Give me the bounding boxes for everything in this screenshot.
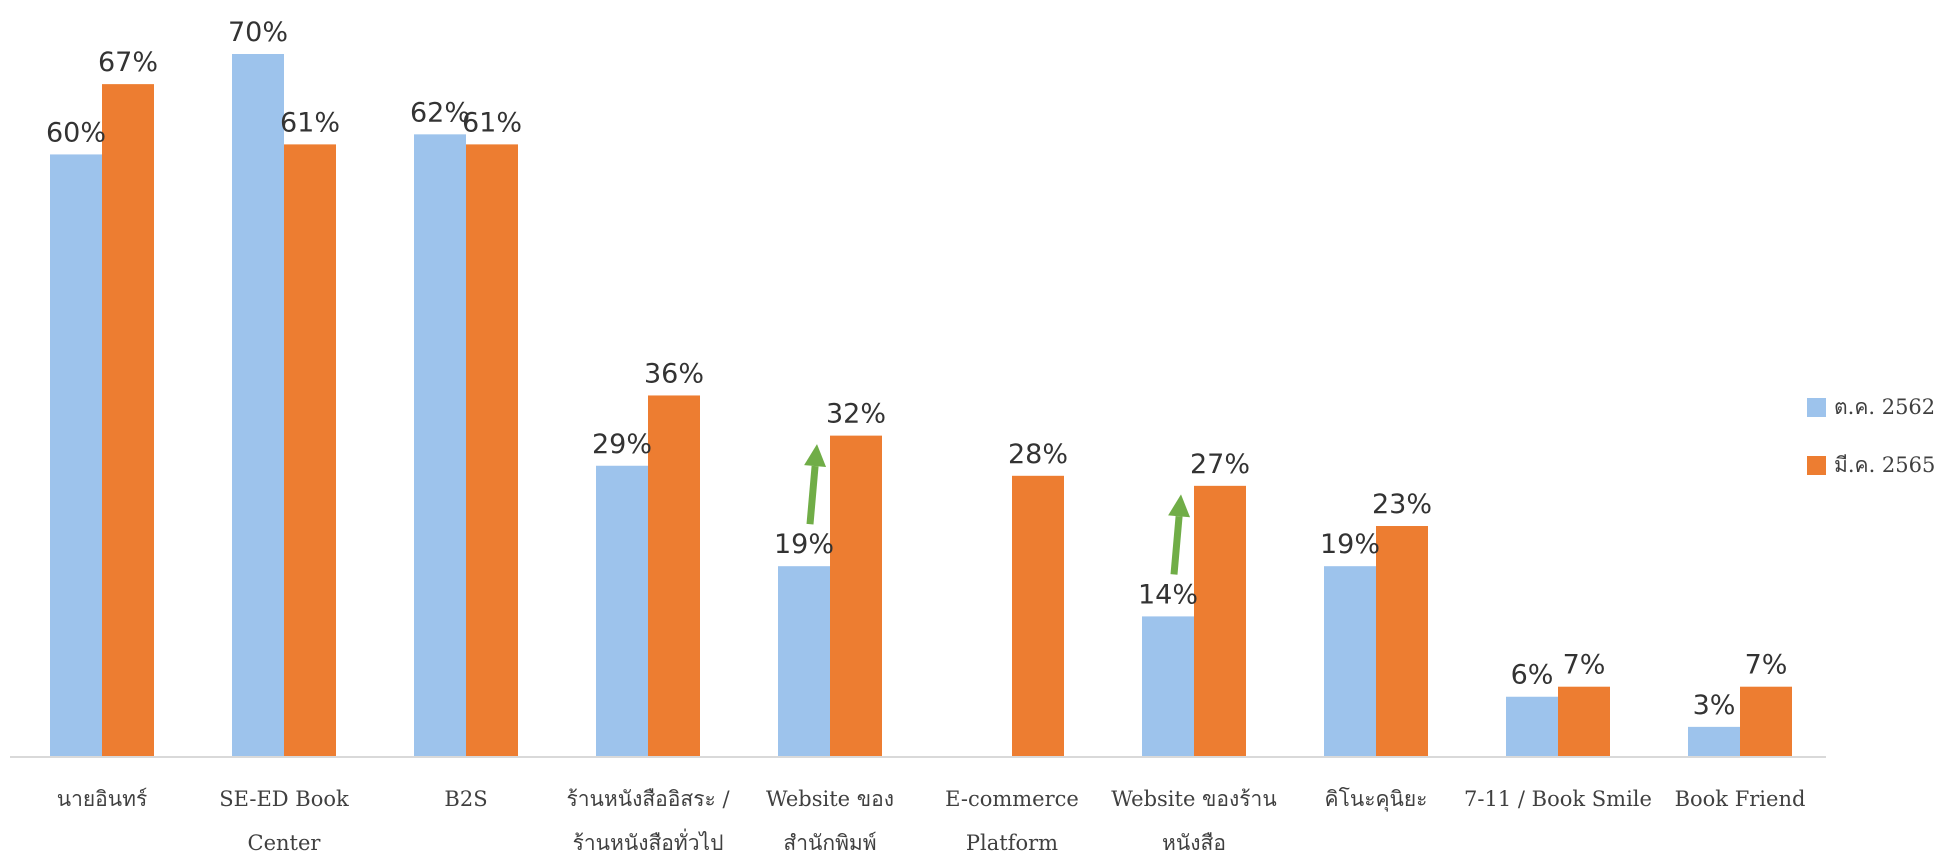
category-label-6: Website ของร้านหนังสือ (1111, 787, 1276, 853)
bar-series2-0 (102, 84, 154, 757)
bar-series2-2 (466, 144, 518, 757)
category-label-9: Book Friend (1675, 787, 1806, 811)
data-label-series2-1: 61% (280, 107, 340, 138)
data-label-series1-3: 29% (592, 429, 652, 460)
category-label-2: B2S (444, 787, 487, 811)
data-label-series2-9: 7% (1745, 650, 1788, 681)
category-label-0: นายอินทร์ (57, 787, 148, 811)
bar-series2-7 (1376, 526, 1428, 757)
data-label-series2-8: 7% (1563, 650, 1606, 681)
bar-series1-8 (1506, 697, 1558, 757)
data-label-series1-4: 19% (774, 529, 834, 560)
data-label-series2-3: 36% (644, 358, 704, 389)
bar-series1-9 (1688, 727, 1740, 757)
trend-arrow-1 (1168, 494, 1190, 574)
bar-series1-4 (778, 566, 830, 757)
category-label-4: Website ของสำนักพิมพ์ (766, 787, 894, 853)
category-label-7: คิโนะคุนิยะ (1325, 787, 1428, 812)
bar-series2-5 (1012, 476, 1064, 757)
bar-series2-6 (1194, 486, 1246, 757)
bar-series2-4 (830, 436, 882, 757)
category-label-8: 7-11 / Book Smile (1464, 787, 1652, 811)
data-label-series1-7: 19% (1320, 529, 1380, 560)
category-label-5: E-commerce Platform (945, 787, 1079, 853)
bar-series2-9 (1740, 687, 1792, 757)
legend-swatch-1 (1807, 398, 1826, 417)
bar-series2-8 (1558, 687, 1610, 757)
data-label-series1-9: 3% (1693, 690, 1736, 721)
category-label-3: ร้านหนังสืออิสระ /ร้านหนังสือทั่วไป (566, 787, 730, 853)
bar-series1-6 (1142, 616, 1194, 757)
legend-label-2: มี.ค. 2565 (1834, 453, 1935, 477)
bar-series2-3 (648, 395, 700, 757)
data-label-series2-7: 23% (1372, 489, 1432, 520)
category-labels-layer: นายอินทร์ SE-ED Book Center B2S ร้านหนังสืออ… (57, 787, 1806, 853)
data-label-series1-1: 70% (228, 17, 288, 48)
legend-swatch-2 (1807, 456, 1826, 475)
bar-series1-1 (232, 54, 284, 757)
data-label-series2-6: 27% (1190, 449, 1250, 480)
data-label-series1-0: 60% (46, 117, 106, 148)
trend-arrow-0 (804, 444, 826, 524)
data-label-series2-0: 67% (98, 47, 158, 78)
legend-label-1: ต.ค. 2562 (1834, 395, 1935, 419)
data-label-series2-4: 32% (826, 399, 886, 430)
bars-layer (50, 54, 1792, 757)
bar-series1-0 (50, 154, 102, 757)
data-label-series2-5: 28% (1008, 439, 1068, 470)
bar-series1-3 (596, 466, 648, 757)
data-label-series1-6: 14% (1138, 579, 1198, 610)
bar-series1-2 (414, 134, 466, 757)
bar-series2-1 (284, 144, 336, 757)
bar-series1-7 (1324, 566, 1376, 757)
category-label-1: SE-ED Book Center (219, 787, 349, 853)
data-label-series2-2: 61% (462, 107, 522, 138)
legend: ต.ค. 2562 มี.ค. 2565 (1807, 395, 1935, 477)
data-label-series1-8: 6% (1511, 660, 1554, 691)
